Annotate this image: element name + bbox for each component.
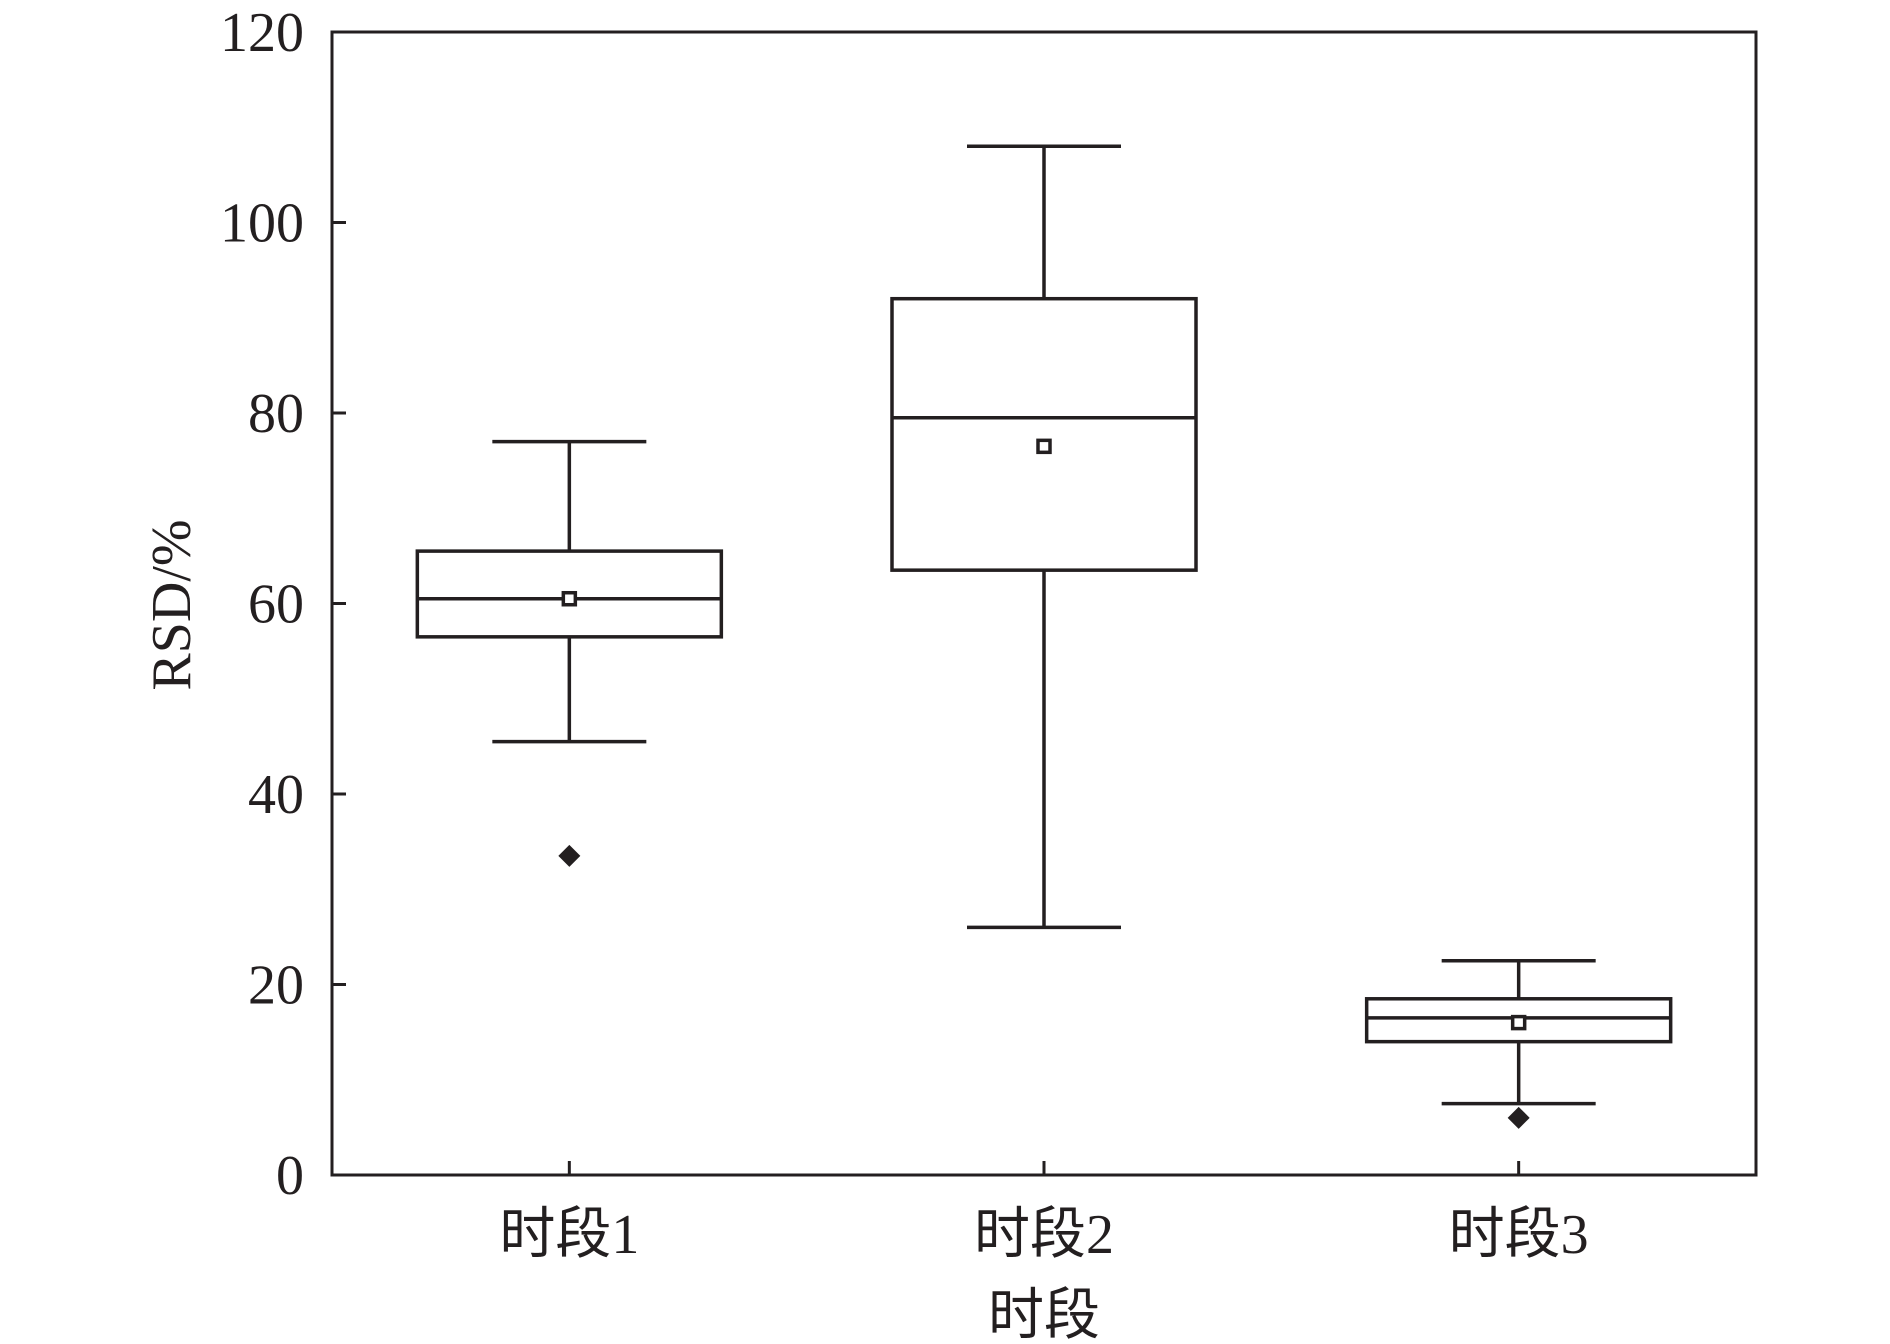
y-tick-label: 60 — [248, 574, 304, 636]
x-tick-label: 时段2 — [974, 1204, 1114, 1266]
x-tick-label: 时段3 — [1449, 1204, 1589, 1266]
y-tick-label: 100 — [220, 193, 304, 255]
y-tick-label: 0 — [276, 1145, 304, 1207]
x-axis-title: 时段 — [988, 1285, 1100, 1344]
y-tick-label: 20 — [248, 955, 304, 1017]
outlier-point — [1507, 1106, 1530, 1129]
outlier-point — [558, 844, 581, 867]
mean-marker — [1510, 1014, 1527, 1031]
y-tick-label: 120 — [220, 2, 304, 64]
plot-area: 0 20 40 60 80 100 120 时段1 时段2 时段3 — [220, 2, 1758, 1266]
mean-marker — [561, 590, 578, 607]
iqr-box — [415, 549, 724, 639]
y-tick-label: 40 — [248, 764, 304, 826]
x-tick-label: 时段1 — [499, 1204, 639, 1266]
y-tick-label: 80 — [248, 383, 304, 445]
mean-marker — [1036, 438, 1052, 455]
iqr-box — [1364, 997, 1673, 1044]
y-axis-title: RSD/% — [141, 519, 203, 690]
iqr-box — [890, 296, 1198, 572]
